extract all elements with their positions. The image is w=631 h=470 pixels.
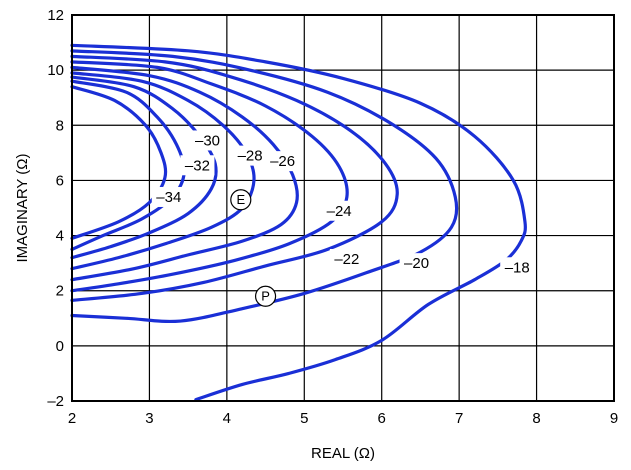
contour-label-bg [322,200,357,221]
contour-label-bg [399,253,434,274]
y-tick-label: 8 [56,117,64,134]
contour-label: –20 [404,255,429,272]
marker-circle [254,285,277,307]
y-tick-labels: –2 0 2 4 6 8 10 12 [47,7,64,410]
plot-frame [71,14,615,402]
contour-label: –34 [156,189,181,206]
contour-label: –32 [185,157,210,174]
contour-label: –18 [505,259,530,276]
contour-line [70,43,527,402]
x-tick-label: 5 [300,410,308,427]
x-tick-label: 7 [455,410,463,427]
contour-line [70,65,299,282]
marker-circle [230,189,252,211]
y-tick-label: 0 [56,338,64,355]
contour-line [70,49,459,324]
x-tick-label: 3 [145,410,153,427]
y-tick-label: 12 [47,7,64,24]
contour-label-bg [265,151,300,172]
contour-label-bg [329,249,364,270]
contour-label: –30 [195,132,220,149]
y-tick-label: 4 [56,228,64,245]
series-group [70,43,527,402]
contour-line [70,75,218,260]
contour-labels: –18 –20 –22 –24 –26 –28 –30 –32–34 [151,130,535,278]
x-tick-label: 2 [68,410,76,427]
contour-label-bg [500,257,535,278]
contour-line [70,60,349,293]
contour-line [70,85,168,240]
x-tick-label: 4 [223,410,231,427]
x-axis-title: REAL (Ω) [311,445,375,462]
y-tick-label: 6 [56,172,64,189]
contour-label-bg [233,145,268,166]
contour-line [70,54,399,302]
y-tick-label: –2 [47,393,64,410]
x-tick-labels: 2 3 4 5 6 7 8 9 [68,410,618,427]
contour-label: –22 [334,251,359,268]
y-axis-title: IMAGINARY (Ω) [14,153,31,262]
marker-label: E [236,192,245,207]
x-tick-label: 8 [532,410,540,427]
contour-line [70,71,256,271]
contour-label-bg [151,186,186,207]
marker-label: P [261,289,270,304]
contour-label: –26 [270,153,295,170]
contour-label: –24 [327,203,352,220]
contour-label-bg [190,130,225,151]
y-tick-label: 10 [47,62,64,79]
y-tick-label: 2 [56,283,64,300]
x-tick-label: 9 [610,410,618,427]
markers: EP [230,189,277,307]
x-tick-label: 6 [378,410,386,427]
contour-label: –28 [238,148,263,165]
contour-label-bg [180,155,215,176]
